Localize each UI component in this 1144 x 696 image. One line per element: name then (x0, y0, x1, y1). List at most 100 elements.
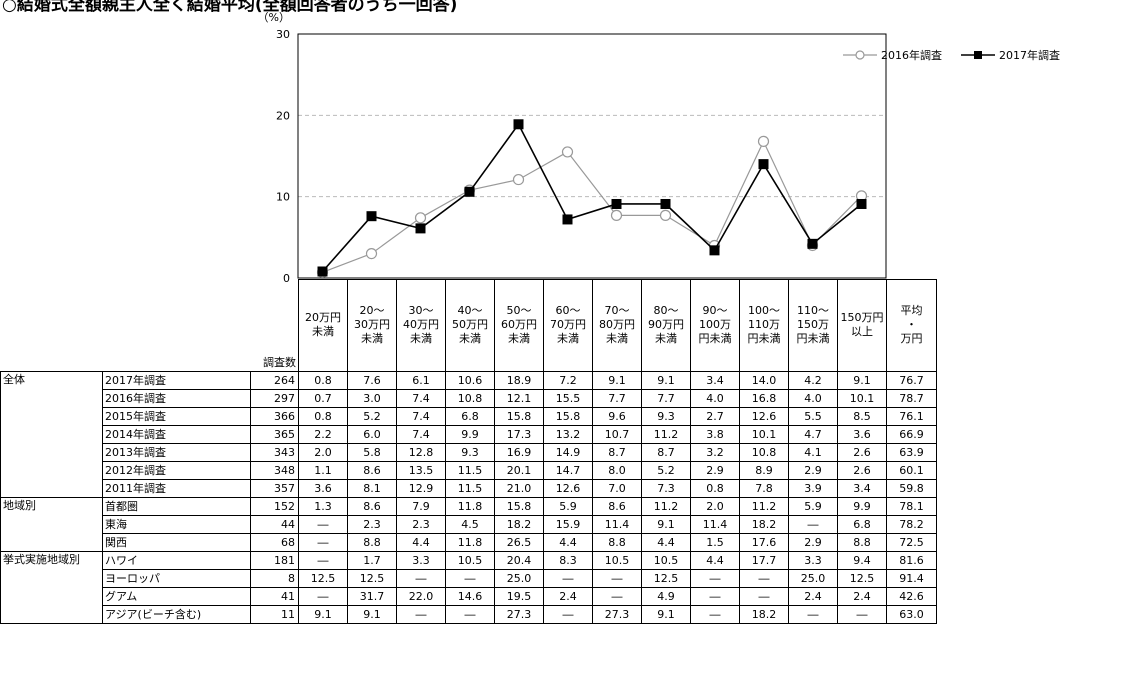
data-point (365, 248, 378, 260)
cell-value: ― (690, 586, 740, 606)
column-header: 150万円 以上 (837, 279, 887, 372)
cell-value: 0.8 (298, 370, 348, 390)
cell-value: ― (592, 586, 642, 606)
cell-value: 11.5 (445, 478, 495, 498)
cell-value: 18.9 (494, 370, 544, 390)
cell-value: 12.5 (347, 568, 397, 588)
row-label: グアム (102, 586, 251, 606)
cell-value: ― (690, 568, 740, 588)
cell-value: 4.9 (641, 586, 691, 606)
legend-label: 2017年調査 (999, 48, 1060, 62)
cell-value: 60.1 (886, 460, 937, 480)
cell-value: 11.4 (690, 514, 740, 534)
cell-value: 2.9 (788, 532, 838, 552)
column-header: 40～ 50万円 未満 (445, 279, 495, 372)
cell-value: 14.7 (543, 460, 593, 480)
cell-value: 4.5 (445, 514, 495, 534)
cell-value: 5.8 (347, 442, 397, 462)
data-point (807, 238, 818, 249)
cell-value: 5.9 (543, 496, 593, 516)
sample-count: 41 (250, 586, 299, 606)
cell-value: 7.4 (396, 406, 446, 426)
cell-value: 2.4 (788, 586, 838, 606)
cell-value: 3.4 (837, 478, 887, 498)
data-point (659, 209, 672, 221)
cell-value: 7.9 (396, 496, 446, 516)
cell-value: ― (690, 604, 740, 624)
sample-count: 343 (250, 442, 299, 462)
cell-value: ― (543, 568, 593, 588)
cell-value: 22.0 (396, 586, 446, 606)
cell-value: 27.3 (494, 604, 544, 624)
data-point (660, 198, 671, 209)
cell-value: 15.8 (494, 496, 544, 516)
cell-value: 14.0 (739, 370, 789, 390)
table-row: 2012年調査 348 1.1 8.6 13.5 11.5 20.1 14.7 8.0 5.2 2.… (1, 460, 937, 480)
cell-value: 4.4 (396, 532, 446, 552)
cell-value: 2.4 (543, 586, 593, 606)
cell-value: 11.5 (445, 460, 495, 480)
cell-value: 1.3 (298, 496, 348, 516)
cell-value: 63.9 (886, 442, 937, 462)
column-header: 20万円 未満 (298, 279, 348, 372)
cell-value: 9.6 (592, 406, 642, 426)
sample-count: 181 (250, 550, 299, 570)
sample-count: 8 (250, 568, 299, 588)
sample-count: 348 (250, 460, 299, 480)
cell-value: 7.2 (543, 370, 593, 390)
cell-value: 8.8 (592, 532, 642, 552)
legend-marker (974, 51, 982, 59)
cell-value: 10.8 (739, 442, 789, 462)
page-title: ○結婚式全額親主人全く結婚平均(全額回答者のうち一回答) (2, 0, 458, 15)
cell-value: 7.7 (592, 388, 642, 408)
table-row: 2015年調査 366 0.8 5.2 7.4 6.8 15.8 15.8 9.6 9.3 2.7 1… (1, 406, 937, 426)
cell-value: 9.3 (641, 406, 691, 426)
data-point (757, 135, 770, 147)
data-point (414, 212, 427, 224)
cell-value: 10.5 (592, 550, 642, 570)
cell-value: 18.2 (739, 604, 789, 624)
cell-value: 78.7 (886, 388, 937, 408)
cell-value: 10.5 (641, 550, 691, 570)
cell-value: 20.4 (494, 550, 544, 570)
data-point (856, 198, 867, 209)
cell-value: 9.1 (347, 604, 397, 624)
cell-value: 0.8 (690, 478, 740, 498)
line-chart: 0 10 20 30 （%） 2016年調査 2017年調査 (258, 11, 1060, 282)
data-table: 調査数 20万円 未満 20～ 30万円 未満 30～ 40万円 未満 40～ 50万円 未満 50～ 6… (0, 279, 937, 624)
cell-value: 76.1 (886, 406, 937, 426)
table-row: 全体 2017年調査 264 0.8 7.6 6.1 10.6 18.9 7.2 9.1 9.1 3.… (0, 370, 937, 498)
y-tick-label: 0 (283, 272, 290, 282)
cell-value: 11.4 (592, 514, 642, 534)
cell-value: 2.2 (298, 424, 348, 444)
legend-label: 2016年調査 (881, 48, 942, 62)
row-label: アジア(ビーチ含む) (102, 604, 251, 624)
row-label: 2017年調査 (102, 370, 251, 390)
cell-value: 27.3 (592, 604, 642, 624)
cell-value: ― (543, 604, 593, 624)
cell-value: 11.2 (641, 424, 691, 444)
cell-value: 11.2 (739, 496, 789, 516)
cell-value: 10.6 (445, 370, 495, 390)
cell-value: 11.8 (445, 532, 495, 552)
sample-count: 365 (250, 424, 299, 444)
table-row: 東海 44 ― 2.3 2.3 4.5 18.2 15.9 11.4 9.1 11.4 18.2 ― 6.… (1, 514, 937, 534)
cell-value: 4.0 (690, 388, 740, 408)
table-row: 地域別 首都圏 152 1.3 8.6 7.9 11.8 15.8 5.9 8.6 11.2 2.0 1… (0, 496, 937, 552)
cell-value: 9.1 (641, 604, 691, 624)
row-label: 2014年調査 (102, 424, 251, 444)
cell-value: 15.8 (494, 406, 544, 426)
cell-value: 10.8 (445, 388, 495, 408)
cell-value: 2.6 (837, 442, 887, 462)
column-header: 平均・万円 (886, 279, 937, 372)
column-header: 20～ 30万円 未満 (347, 279, 397, 372)
cell-value: 3.6 (298, 478, 348, 498)
cell-value: 1.1 (298, 460, 348, 480)
cell-value: 6.0 (347, 424, 397, 444)
cell-value: 4.0 (788, 388, 838, 408)
cell-value: 8.6 (347, 496, 397, 516)
row-label: 首都圏 (102, 496, 251, 516)
row-label: 東海 (102, 514, 251, 534)
cell-value: 16.9 (494, 442, 544, 462)
sample-count: 264 (250, 370, 299, 390)
